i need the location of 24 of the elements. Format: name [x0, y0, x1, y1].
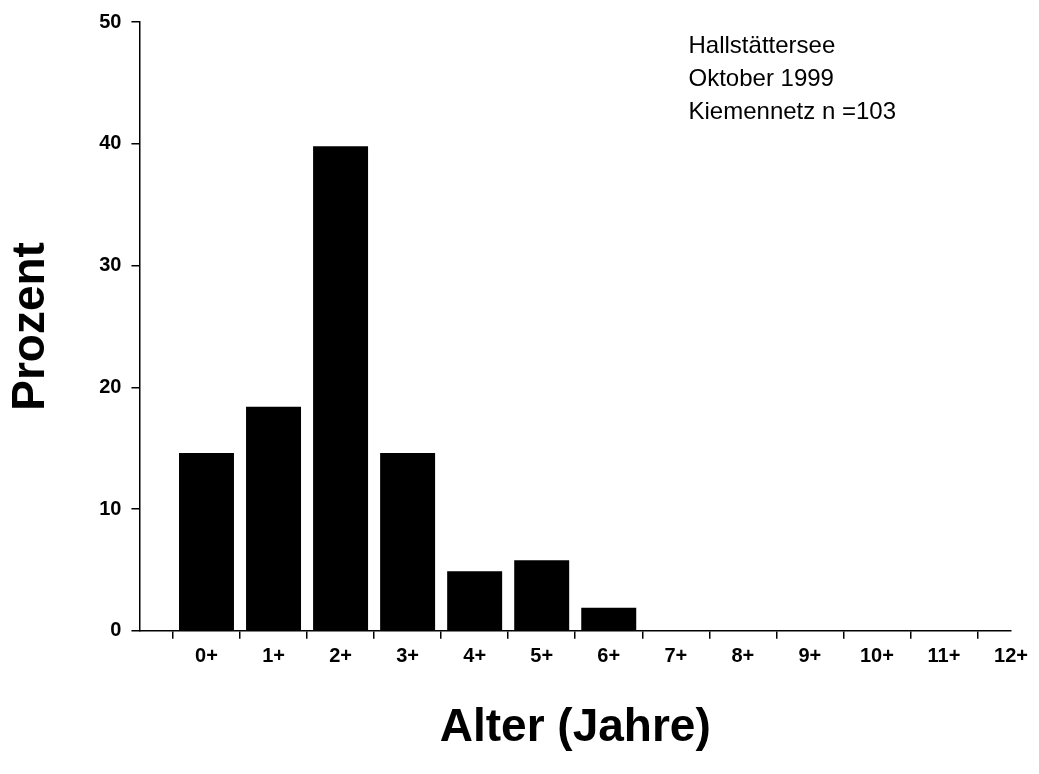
x-tick-label: 9+	[798, 644, 822, 667]
x-tick-label: 11+	[927, 644, 961, 667]
x-tick-label: 1+	[262, 644, 285, 667]
x-tick-label: 3+	[396, 644, 420, 667]
x-tick-label: 6+	[597, 644, 621, 667]
y-tick-label: 40	[99, 131, 122, 154]
y-tick-label: 0	[110, 618, 122, 641]
x-tick-label: 2+	[329, 644, 352, 667]
x-tick-label: 0+	[195, 644, 218, 667]
y-tick-label: 30	[99, 253, 122, 276]
x-tick-label: 4+	[463, 644, 487, 667]
y-tick-label: 10	[99, 496, 122, 519]
annotation: Oktober 1999	[688, 63, 834, 91]
x-tick-label: 12+	[994, 644, 1028, 667]
y-tick-label: 50	[99, 9, 122, 32]
annotation: Kiemennetz n =103	[688, 96, 897, 124]
y-axis-title: Prozent	[2, 242, 55, 411]
y-tick-label: 20	[99, 374, 122, 397]
annotation: Hallstättersee	[688, 30, 836, 58]
x-tick-label: 8+	[731, 644, 755, 667]
x-tick-label: 7+	[664, 644, 688, 667]
x-tick-label: 5+	[530, 644, 554, 667]
x-tick-label: 10+	[859, 644, 894, 667]
x-axis-title: Alter (Jahre)	[439, 699, 711, 752]
